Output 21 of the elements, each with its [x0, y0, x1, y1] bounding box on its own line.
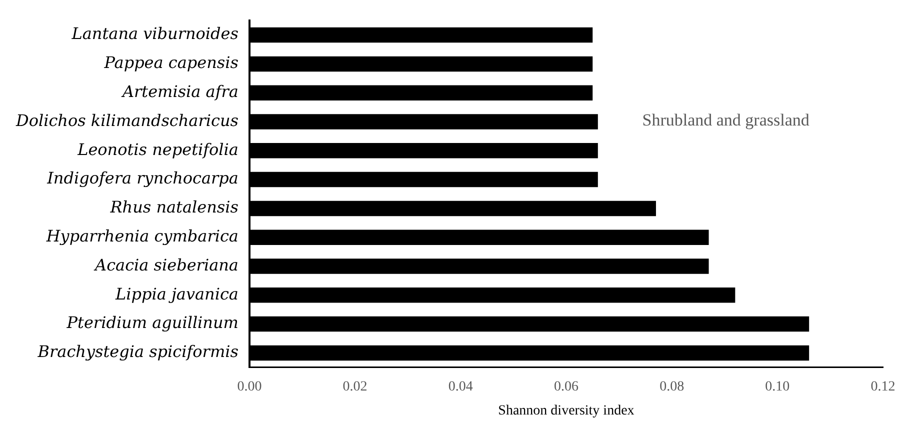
y-tick-label: Indigofera rynchocarpa — [46, 168, 238, 188]
x-tick-label: 0.00 — [237, 379, 262, 394]
y-tick-label: Lantana viburnoides — [70, 24, 238, 44]
y-tick-label: Dolichos kilimandscharicus — [15, 110, 238, 130]
y-tick-label: Brachystegia spiciformis — [36, 342, 238, 362]
x-axis-title: Shannon diversity index — [498, 403, 634, 418]
y-tick-label: Rhus natalensis — [109, 198, 238, 217]
y-tick-label: Acacia sieberiana — [93, 255, 238, 274]
x-tick-label: 0.06 — [554, 379, 578, 394]
y-tick-label: Pteridium aguillinum — [66, 313, 238, 332]
x-tick-label: 0.04 — [448, 379, 473, 394]
y-tick-label: Leonotis nepetifolia — [76, 140, 238, 159]
y-tick-label: Lippia javanica — [114, 284, 238, 304]
y-tick-label: Artemisia afra — [120, 82, 238, 102]
x-tick-label: 0.10 — [765, 379, 790, 394]
annotation: Shrubland and grassland — [642, 110, 810, 130]
y-tick-label: Hyparrhenia cymbarica — [45, 226, 238, 246]
x-tick-label: 0.08 — [660, 379, 684, 394]
x-tick-label: 0.02 — [342, 379, 368, 394]
x-tick-label: 0.12 — [870, 379, 896, 394]
y-tick-label: Pappea capensis — [103, 53, 238, 72]
